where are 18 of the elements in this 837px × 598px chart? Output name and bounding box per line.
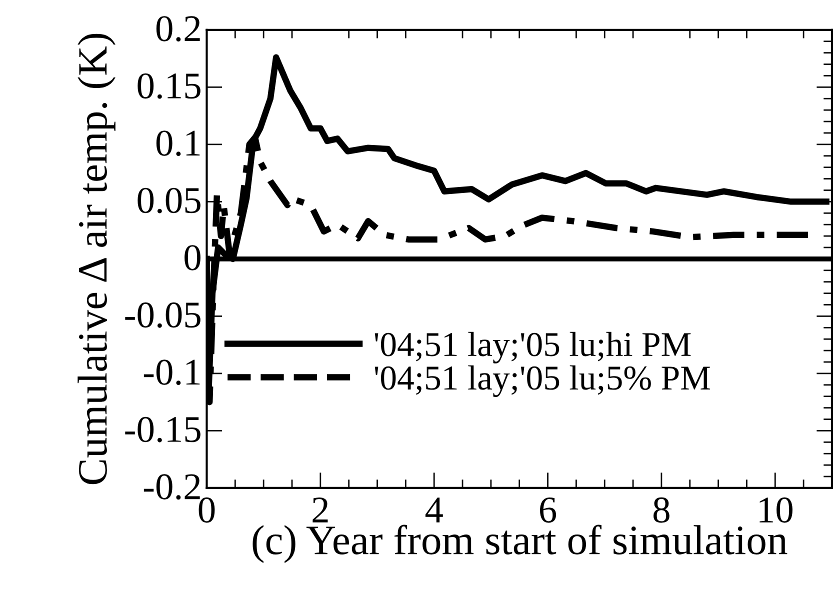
y-tick-label: 0.1 xyxy=(156,130,200,156)
legend-label: '04;51 lay;'05 lu;5% PM xyxy=(374,365,710,397)
y-tick-label: 0.2 xyxy=(156,16,200,42)
y-tick-label: -0.2 xyxy=(144,474,200,500)
y-tick-label: -0.1 xyxy=(144,360,200,386)
y-tick-label: 0 xyxy=(184,245,200,270)
x-axis-title: (c) Year from start of simulation xyxy=(252,524,788,563)
x-tick-label: 2 xyxy=(312,497,328,522)
legend-label: '04;51 lay;'05 lu;hi PM xyxy=(374,332,691,364)
x-tick-label: 8 xyxy=(654,497,670,523)
x-tick-label: 10 xyxy=(760,497,792,523)
y-tick-label: -0.15 xyxy=(125,416,200,442)
y-tick-label: 0.15 xyxy=(138,73,200,99)
y-tick-label: -0.05 xyxy=(125,302,200,328)
x-tick-label: 6 xyxy=(540,497,556,523)
y-tick-label: 0.05 xyxy=(138,188,200,214)
y-axis-title: Cumulative Δ air temp. (K) xyxy=(78,34,116,484)
x-tick-label: 4 xyxy=(425,498,443,522)
